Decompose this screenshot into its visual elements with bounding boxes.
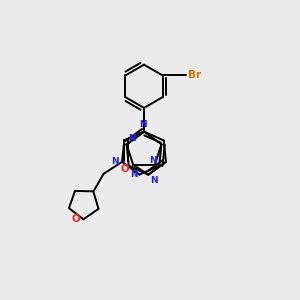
Text: N: N: [150, 176, 158, 185]
Text: N: N: [139, 120, 146, 129]
Text: N: N: [111, 157, 119, 166]
Text: N: N: [130, 170, 138, 179]
Text: N: N: [128, 134, 136, 143]
Text: O: O: [71, 214, 80, 224]
Text: O: O: [121, 164, 129, 174]
Text: Br: Br: [188, 70, 201, 80]
Text: N: N: [149, 156, 157, 165]
